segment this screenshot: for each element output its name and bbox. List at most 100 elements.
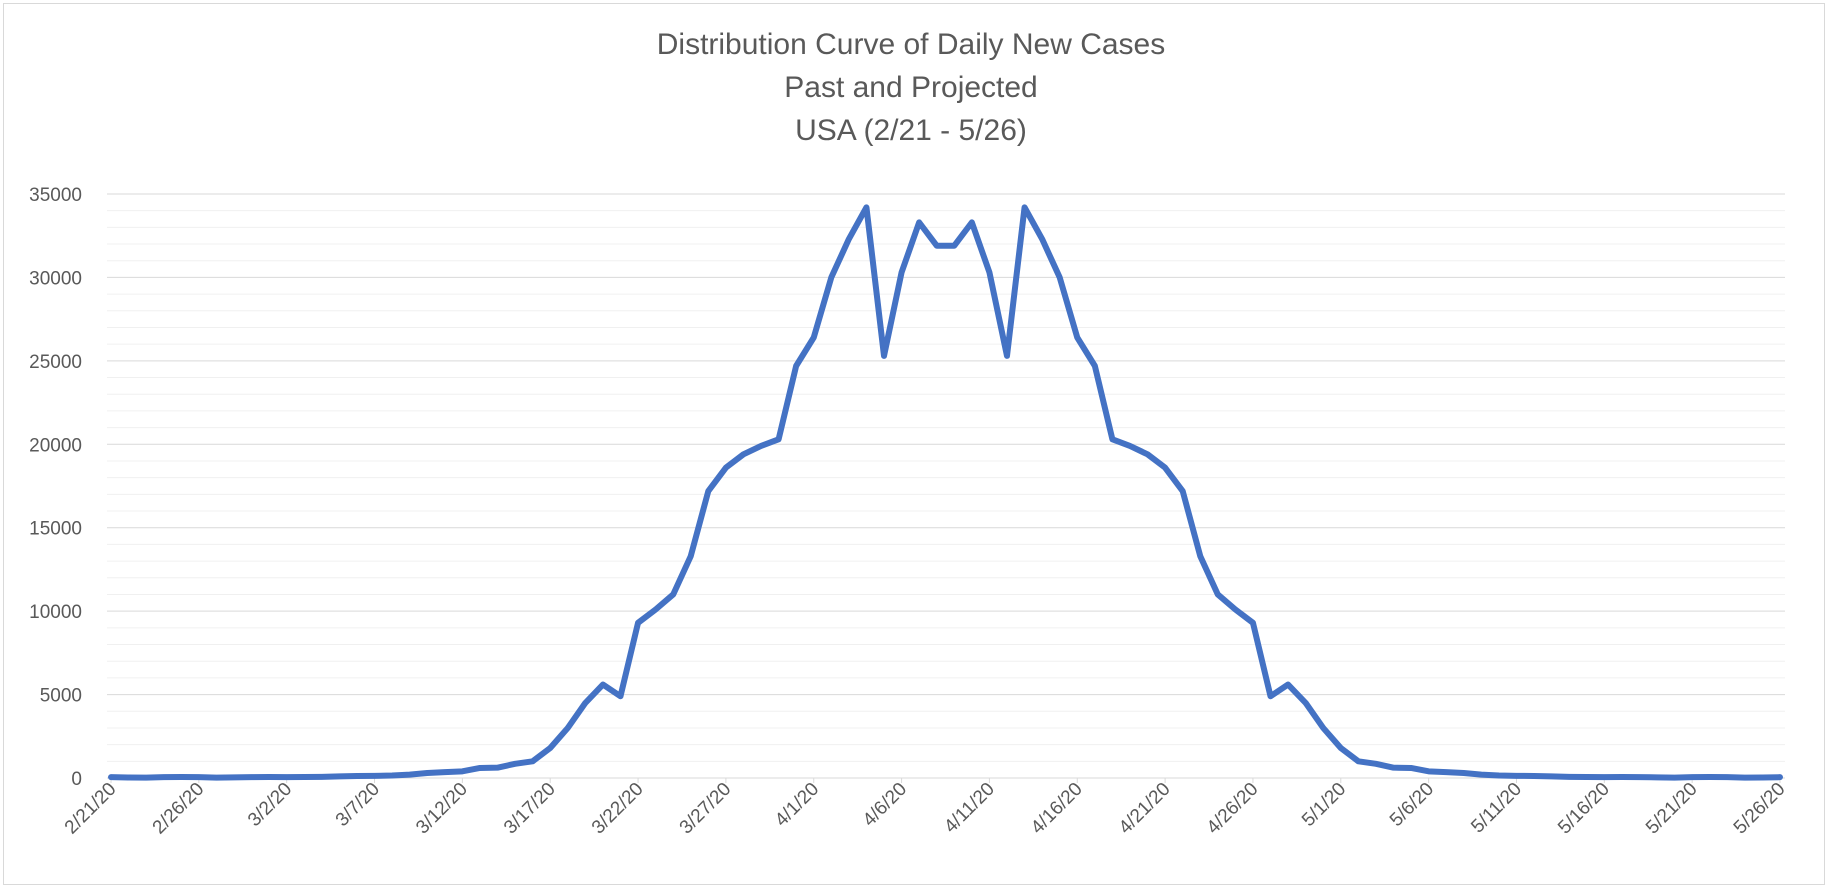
data-point xyxy=(1286,683,1290,687)
data-point xyxy=(250,775,254,779)
data-point xyxy=(460,769,464,773)
data-point xyxy=(548,746,552,750)
data-point xyxy=(882,354,886,358)
data-point xyxy=(531,759,535,763)
data-point xyxy=(1198,554,1202,558)
data-point xyxy=(1743,776,1747,780)
chart-title-line-1: Distribution Curve of Daily New Cases xyxy=(657,28,1166,61)
data-point xyxy=(1146,452,1150,456)
data-point xyxy=(987,270,991,274)
x-tick-label: 3/22/20 xyxy=(588,779,648,839)
data-point xyxy=(478,766,482,770)
series-group xyxy=(108,204,1783,781)
data-point xyxy=(1585,775,1589,779)
data-point xyxy=(618,694,622,698)
y-tick-label: 10000 xyxy=(29,602,82,623)
x-tick-label: 2/21/20 xyxy=(61,779,121,839)
x-tick-label: 5/1/20 xyxy=(1298,779,1350,831)
data-point xyxy=(1233,607,1237,611)
data-point xyxy=(741,452,745,456)
data-point xyxy=(777,437,781,441)
y-tick-label: 35000 xyxy=(29,185,82,206)
x-tick-label: 3/7/20 xyxy=(332,779,384,831)
data-point xyxy=(636,621,640,625)
data-point xyxy=(794,364,798,368)
data-point xyxy=(127,776,131,780)
data-point xyxy=(1620,775,1624,779)
data-point xyxy=(214,776,218,780)
data-point xyxy=(355,774,359,778)
data-point xyxy=(917,220,921,224)
data-point xyxy=(566,726,570,730)
data-point xyxy=(1163,466,1167,470)
data-point xyxy=(724,466,728,470)
chart-title-line-2: Past and Projected xyxy=(784,71,1038,104)
y-tick-label: 20000 xyxy=(29,435,82,456)
data-point xyxy=(109,775,113,779)
data-point xyxy=(179,775,183,779)
y-tick-label: 25000 xyxy=(29,352,82,373)
data-point xyxy=(267,775,271,779)
data-point xyxy=(320,775,324,779)
data-point xyxy=(1128,444,1132,448)
data-point xyxy=(1550,774,1554,778)
x-tick-label: 4/21/20 xyxy=(1115,779,1175,839)
data-point xyxy=(1444,770,1448,774)
x-tick-label: 4/16/20 xyxy=(1027,779,1087,839)
data-point xyxy=(1040,237,1044,241)
x-axis-tick-labels: 2/21/20 2/26/20 3/2/20 3/7/20 3/12/20 3/17/20… xyxy=(61,779,1790,839)
y-tick-label: 30000 xyxy=(29,268,82,289)
data-point xyxy=(812,336,816,340)
data-point xyxy=(847,237,851,241)
data-point xyxy=(390,774,394,778)
x-tick-label: 4/26/20 xyxy=(1203,779,1263,839)
data-point xyxy=(1339,746,1343,750)
data-point xyxy=(1023,205,1027,209)
data-point xyxy=(970,220,974,224)
data-point xyxy=(952,244,956,248)
data-point xyxy=(1409,766,1413,770)
data-point xyxy=(1567,775,1571,779)
data-point xyxy=(197,775,201,779)
data-point xyxy=(1304,701,1308,705)
x-tick-label: 3/17/20 xyxy=(500,779,560,839)
minor-gridlines xyxy=(107,210,1785,762)
data-point xyxy=(1602,775,1606,779)
y-tick-label: 0 xyxy=(71,769,82,790)
data-point xyxy=(443,770,447,774)
data-point xyxy=(1251,621,1255,625)
data-point xyxy=(425,771,429,775)
data-point xyxy=(1690,775,1694,779)
data-point xyxy=(1093,364,1097,368)
chart-frame: Distribution Curve of Daily New Cases Pa… xyxy=(3,3,1825,885)
data-point xyxy=(1514,774,1518,778)
x-tick-label: 5/26/20 xyxy=(1730,779,1790,839)
data-point xyxy=(759,444,763,448)
data-point xyxy=(1725,775,1729,779)
data-point xyxy=(144,776,148,780)
data-point xyxy=(654,607,658,611)
x-tick-label: 4/11/20 xyxy=(940,779,999,838)
data-point xyxy=(1005,354,1009,358)
x-tick-label: 4/1/20 xyxy=(771,779,823,831)
x-tick-label: 5/16/20 xyxy=(1554,779,1614,839)
data-point xyxy=(864,205,868,209)
x-tick-label: 2/26/20 xyxy=(149,779,209,839)
data-point xyxy=(1673,776,1677,780)
data-point xyxy=(1778,775,1782,779)
major-gridlines xyxy=(107,193,1785,696)
data-point xyxy=(1058,275,1062,279)
data-point xyxy=(1181,489,1185,493)
data-point xyxy=(1110,437,1114,441)
data-point xyxy=(583,701,587,705)
data-point xyxy=(900,270,904,274)
x-tick-label: 5/21/20 xyxy=(1642,779,1702,839)
x-tick-label: 3/2/20 xyxy=(244,779,296,831)
data-point xyxy=(337,774,341,778)
data-point xyxy=(1356,759,1360,763)
data-point xyxy=(1374,762,1378,766)
series-line xyxy=(108,204,1783,781)
data-point xyxy=(302,775,306,779)
data-point xyxy=(1708,775,1712,779)
x-tick-label: 3/12/20 xyxy=(412,779,472,839)
